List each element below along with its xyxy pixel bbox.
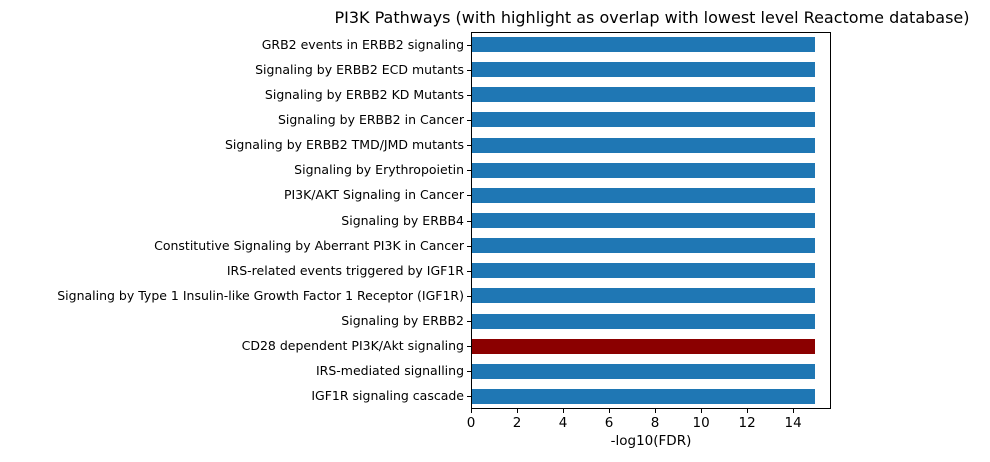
x-tick-mark [517, 409, 519, 413]
y-tick-mark [467, 220, 471, 222]
chart-title: PI3K Pathways (with highlight as overlap… [334, 8, 970, 27]
y-tick-label: Signaling by Erythropoietin [294, 162, 464, 178]
bar [472, 363, 815, 379]
y-tick-mark [467, 346, 471, 348]
y-tick-mark [467, 245, 471, 247]
y-tick-mark [467, 321, 471, 323]
y-tick-label: IRS-mediated signalling [315, 363, 464, 379]
x-tick-mark [471, 409, 472, 413]
bar [472, 238, 815, 254]
bar [472, 213, 815, 228]
y-tick-label: Signaling by ERBB2 [341, 313, 464, 329]
y-tick-label: Signaling by ERBB2 TMD/JMD mutants [225, 137, 464, 153]
bar [472, 87, 815, 103]
y-tick-mark [467, 195, 471, 197]
y-tick-mark [467, 396, 471, 398]
y-tick-label: Signaling by Type 1 Insulin-like Growth … [57, 287, 464, 303]
y-tick-label: Signaling by ERBB2 in Cancer [277, 111, 464, 127]
bar [472, 37, 815, 53]
y-tick-label: IRS-related events triggered by IGF1R [226, 262, 464, 278]
y-tick-mark [467, 371, 471, 373]
bar [472, 137, 815, 153]
y-tick-mark [467, 295, 471, 297]
x-tick-mark [747, 409, 749, 413]
y-tick-label: Signaling by ERBB2 KD Mutants [264, 86, 464, 102]
bar [472, 162, 815, 178]
x-tick-label: 6 [604, 415, 614, 431]
x-tick-label: 0 [466, 415, 476, 431]
y-tick-mark [467, 69, 471, 71]
y-tick-label: Signaling by ERBB4 [341, 212, 464, 228]
x-tick-mark [793, 409, 795, 413]
y-tick-mark [467, 119, 471, 121]
x-tick-mark [609, 409, 611, 413]
x-tick-mark [563, 409, 565, 413]
bar [472, 313, 815, 329]
x-tick-label: 12 [738, 415, 756, 431]
y-tick-label: Signaling by ERBB2 ECD mutants [255, 61, 464, 77]
x-tick-mark [655, 409, 657, 413]
bar [472, 338, 815, 354]
x-axis-title: -log10(FDR) [610, 433, 692, 449]
y-tick-mark [467, 94, 471, 96]
x-tick-label: 8 [650, 415, 660, 431]
bar [472, 263, 815, 279]
bar [472, 288, 815, 304]
y-tick-label: GRB2 events in ERBB2 signaling [261, 36, 464, 52]
x-tick-label: 4 [558, 415, 568, 431]
y-tick-mark [467, 44, 471, 46]
y-tick-label: CD28 dependent PI3K/Akt signaling [241, 338, 464, 354]
x-tick-label: 2 [512, 415, 522, 431]
bar [472, 187, 815, 203]
y-tick-label: IGF1R signaling cascade [311, 388, 464, 404]
y-tick-mark [467, 170, 471, 172]
bar [472, 388, 815, 404]
y-tick-label: PI3K/AKT Signaling in Cancer [283, 187, 464, 203]
bar [472, 62, 815, 78]
bar [472, 112, 815, 128]
x-tick-label: 14 [784, 415, 802, 431]
y-tick-mark [467, 145, 471, 147]
x-tick-label: 10 [692, 415, 710, 431]
y-tick-label: Constitutive Signaling by Aberrant PI3K … [154, 237, 464, 253]
y-tick-mark [467, 270, 471, 272]
x-tick-mark [701, 409, 703, 413]
